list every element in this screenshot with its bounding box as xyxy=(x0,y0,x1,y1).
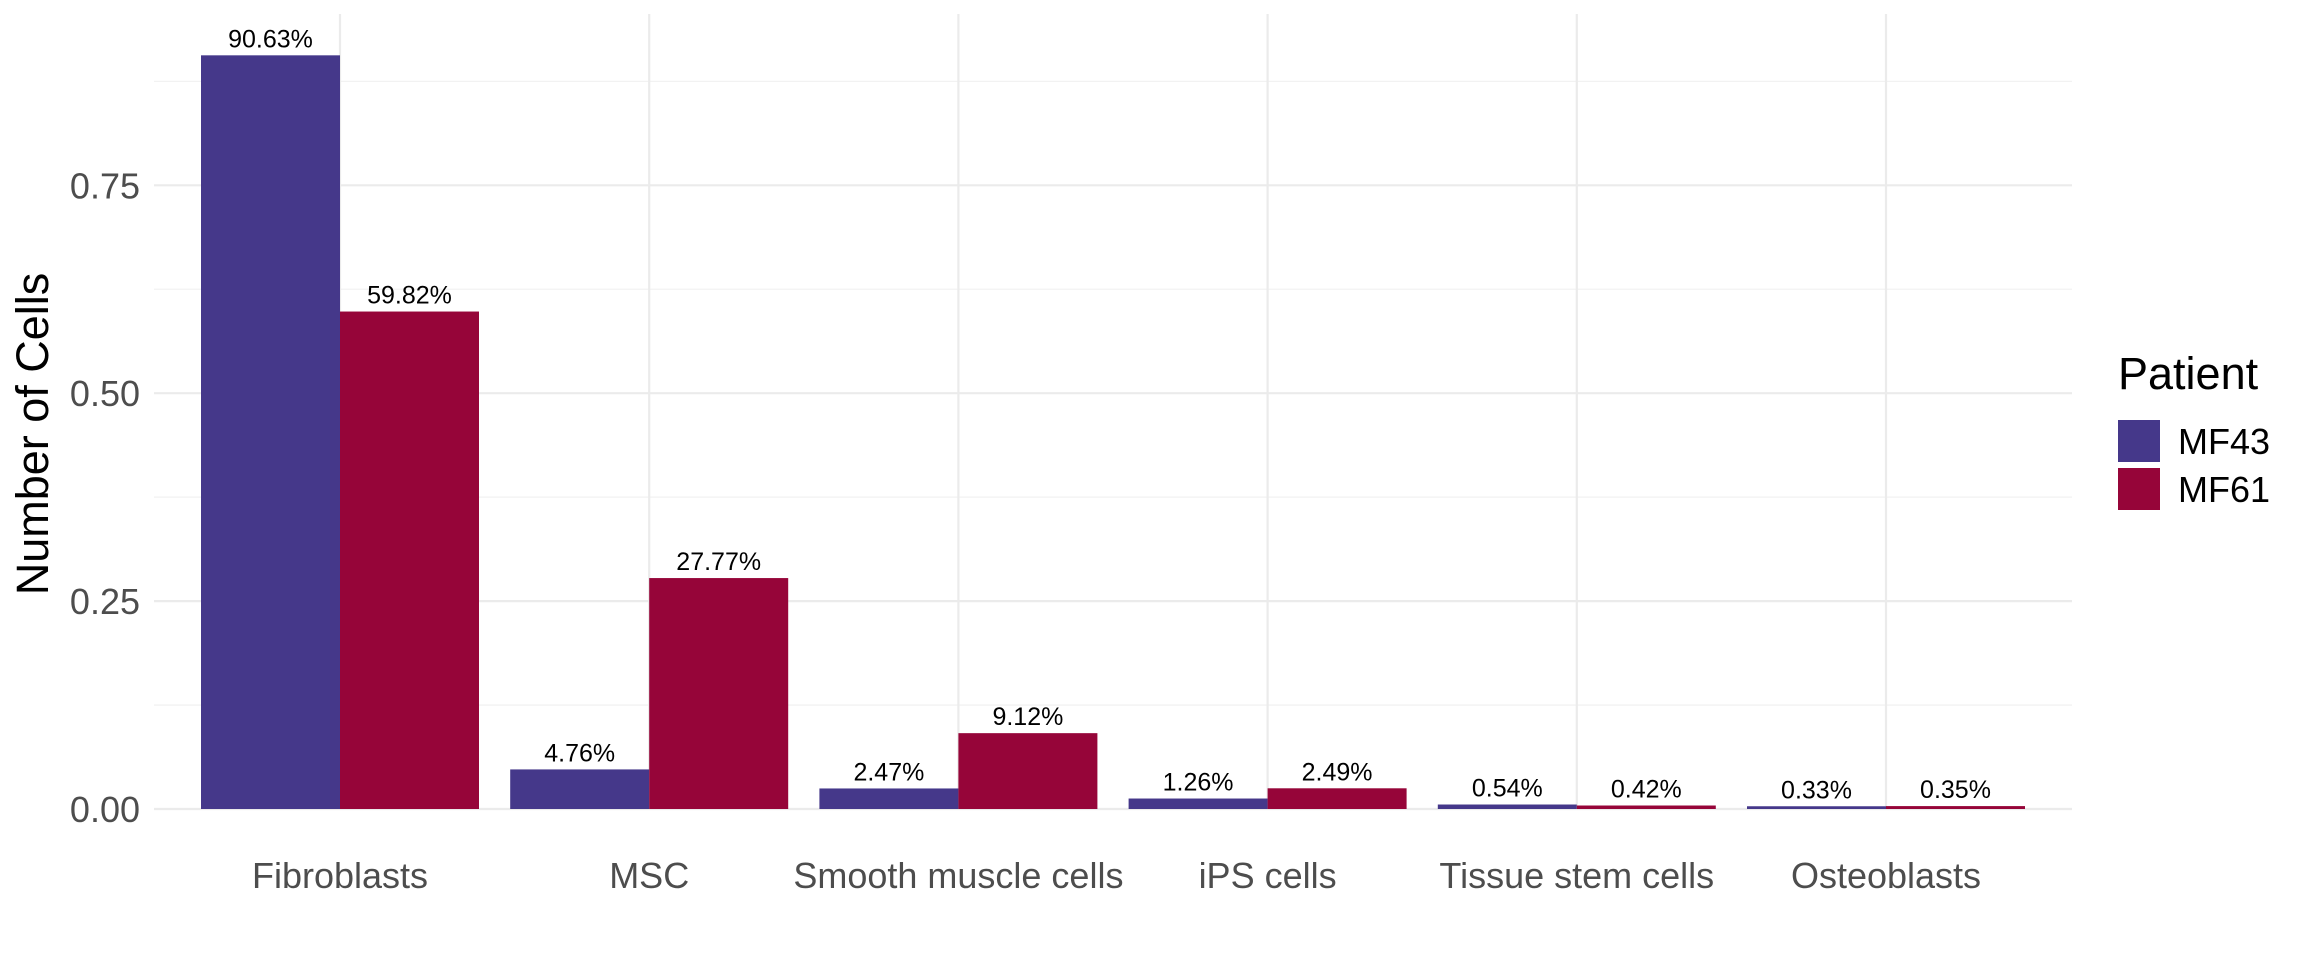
x-tick-label: Tissue stem cells xyxy=(1439,855,1714,896)
x-tick-label: Fibroblasts xyxy=(252,855,428,896)
y-axis-ticks: 0.00 0.25 0.50 0.75 xyxy=(70,165,140,830)
bar-mf43 xyxy=(1747,806,1886,809)
x-tick-label: MSC xyxy=(609,855,689,896)
bar-mf43 xyxy=(1437,804,1577,809)
bar-value-label: 0.42% xyxy=(1611,776,1682,804)
bar-mf43 xyxy=(819,788,959,809)
y-tick-label: 0.25 xyxy=(70,581,140,622)
y-tick-label: 0.75 xyxy=(70,165,140,206)
bar-value-labels: 90.63% 4.76% 2.47% 1.26% 0.54% 0.33% 59.82% 27.… xyxy=(228,25,1991,804)
x-axis-ticks: Fibroblasts MSC Smooth muscle cells iPS cel… xyxy=(252,855,1981,896)
bars xyxy=(201,55,2025,809)
bar-value-label: 90.63% xyxy=(228,25,313,53)
bar-value-label: 9.12% xyxy=(992,703,1063,731)
legend: Patient MF43 MF61 xyxy=(2118,348,2270,510)
bar-mf61 xyxy=(1886,806,2025,809)
legend-label: MF61 xyxy=(2178,469,2270,510)
legend-key-mf61 xyxy=(2118,468,2160,510)
bar-value-label: 2.49% xyxy=(1302,758,1373,786)
x-tick-label: Osteoblasts xyxy=(1791,855,1981,896)
y-tick-label: 0.00 xyxy=(70,789,140,830)
bar-mf43 xyxy=(510,769,650,809)
bar-mf61 xyxy=(1576,805,1716,809)
bar-value-label: 0.35% xyxy=(1920,776,1991,804)
x-tick-label: Smooth muscle cells xyxy=(793,855,1123,896)
x-tick-label: iPS cells xyxy=(1199,855,1337,896)
bar-mf43 xyxy=(201,55,340,809)
bar-value-label: 0.54% xyxy=(1472,775,1543,803)
y-axis-title: Number of Cells xyxy=(7,273,58,596)
legend-title: Patient xyxy=(2118,348,2259,399)
legend-label: MF43 xyxy=(2178,421,2270,462)
bar-value-label: 2.47% xyxy=(853,758,924,786)
bar-value-label: 1.26% xyxy=(1163,769,1234,797)
bar-mf61 xyxy=(958,733,1098,809)
bar-mf61 xyxy=(1267,788,1407,809)
bar-mf61 xyxy=(649,578,789,809)
bar-value-label: 27.77% xyxy=(676,548,761,576)
bar-value-label: 0.33% xyxy=(1781,776,1852,804)
legend-key-mf43 xyxy=(2118,420,2160,462)
y-tick-label: 0.50 xyxy=(70,373,140,414)
bar-mf43 xyxy=(1128,798,1268,809)
bar-mf61 xyxy=(340,311,479,809)
bar-value-label: 59.82% xyxy=(367,282,452,310)
bar-value-label: 4.76% xyxy=(544,739,615,767)
